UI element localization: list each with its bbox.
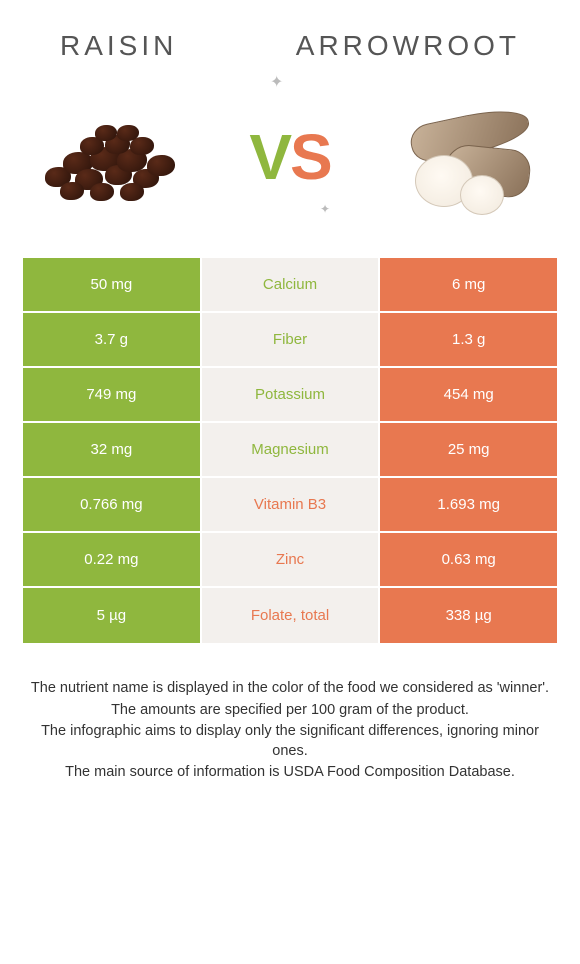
right-value-cell: 338 µg — [380, 588, 557, 643]
right-food-image — [385, 92, 555, 222]
left-food-image — [25, 92, 195, 222]
nutrient-label-cell: Zinc — [202, 533, 381, 586]
star-icon: ✦ — [320, 202, 330, 216]
table-row: 5 µgFolate, total338 µg — [23, 588, 557, 643]
right-food-title: Arrowroot — [296, 30, 520, 62]
table-row: 32 mgMagnesium25 mg — [23, 423, 557, 478]
nutrient-label-cell: Calcium — [202, 258, 381, 311]
left-value-cell: 32 mg — [23, 423, 202, 476]
header: Raisin Arrowroot — [0, 0, 580, 62]
comparison-table: 50 mgCalcium6 mg3.7 gFiber1.3 g749 mgPot… — [22, 257, 558, 644]
star-icon: ✦ — [270, 72, 283, 92]
footnote-line: The amounts are specified per 100 gram o… — [28, 701, 552, 721]
raisin-icon — [35, 107, 185, 207]
left-value-cell: 0.22 mg — [23, 533, 202, 586]
right-value-cell: 6 mg — [380, 258, 557, 311]
right-value-cell: 454 mg — [380, 368, 557, 421]
left-food-title: Raisin — [60, 30, 177, 62]
nutrient-label-cell: Potassium — [202, 368, 381, 421]
footnotes: The nutrient name is displayed in the co… — [0, 644, 580, 783]
table-row: 749 mgPotassium454 mg — [23, 368, 557, 423]
left-value-cell: 0.766 mg — [23, 478, 202, 531]
arrowroot-icon — [390, 97, 550, 217]
vs-s: S — [290, 121, 331, 193]
nutrient-label-cell: Folate, total — [202, 588, 381, 643]
footnote-line: The nutrient name is displayed in the co… — [28, 679, 552, 699]
footnote-line: The main source of information is USDA F… — [28, 763, 552, 783]
table-row: 0.22 mgZinc0.63 mg — [23, 533, 557, 588]
left-value-cell: 50 mg — [23, 258, 202, 311]
hero-row: ✦ ✦ VS — [0, 62, 580, 257]
left-value-cell: 749 mg — [23, 368, 202, 421]
left-value-cell: 3.7 g — [23, 313, 202, 366]
right-value-cell: 1.693 mg — [380, 478, 557, 531]
right-value-cell: 25 mg — [380, 423, 557, 476]
vs-v: V — [249, 121, 290, 193]
footnote-line: The infographic aims to display only the… — [28, 722, 552, 761]
right-value-cell: 0.63 mg — [380, 533, 557, 586]
table-row: 50 mgCalcium6 mg — [23, 258, 557, 313]
right-value-cell: 1.3 g — [380, 313, 557, 366]
nutrient-label-cell: Magnesium — [202, 423, 381, 476]
nutrient-label-cell: Fiber — [202, 313, 381, 366]
left-value-cell: 5 µg — [23, 588, 202, 643]
nutrient-label-cell: Vitamin B3 — [202, 478, 381, 531]
table-row: 0.766 mgVitamin B31.693 mg — [23, 478, 557, 533]
table-row: 3.7 gFiber1.3 g — [23, 313, 557, 368]
vs-label: VS — [249, 120, 330, 194]
